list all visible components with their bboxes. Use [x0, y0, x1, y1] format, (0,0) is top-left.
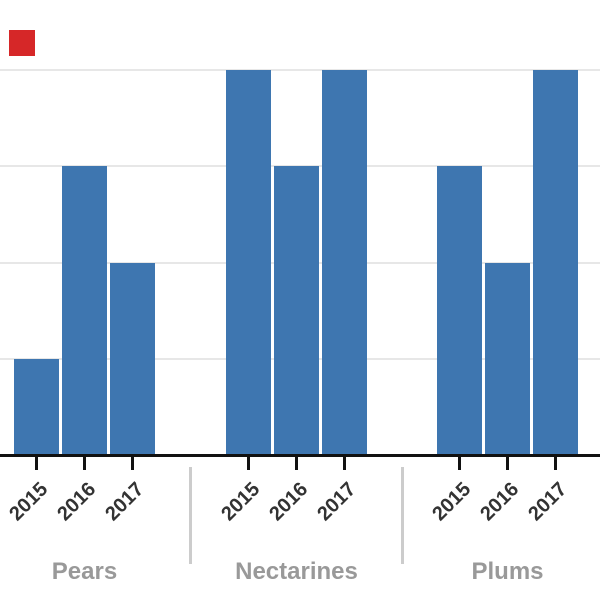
x-tick-label-pears-2015: 2015 [5, 478, 53, 526]
x-axis-tick [131, 454, 134, 470]
red-square-marker [9, 30, 35, 56]
y-gridline [0, 69, 600, 72]
bar-plums-2017 [533, 70, 578, 455]
x-axis-tick [506, 454, 509, 470]
x-axis-tick [35, 454, 38, 470]
facet-separator [189, 467, 192, 564]
x-tick-label-nectarines-2016: 2016 [265, 478, 313, 526]
x-tick-label-pears-2016: 2016 [53, 478, 101, 526]
group-label-pears: Pears [51, 558, 118, 585]
x-tick-label-plums-2016: 2016 [476, 478, 524, 526]
x-axis-tick [343, 454, 346, 470]
bar-nectarines-2016 [274, 166, 319, 455]
bar-pears-2016 [62, 166, 107, 455]
bar-pears-2017 [110, 263, 155, 455]
x-axis-line [0, 454, 600, 457]
x-axis-tick [458, 454, 461, 470]
x-axis-tick [83, 454, 86, 470]
x-tick-label-pears-2017: 2017 [101, 478, 149, 526]
bar-plums-2015 [437, 166, 482, 455]
group-label-nectarines: Nectarines [235, 558, 358, 585]
facet-separator [400, 467, 404, 564]
x-tick-label-nectarines-2017: 2017 [313, 478, 361, 526]
bar-pears-2015 [14, 359, 59, 455]
bar-nectarines-2017 [322, 70, 367, 455]
bar-nectarines-2015 [226, 70, 271, 455]
x-tick-label-plums-2015: 2015 [428, 478, 476, 526]
x-tick-label-plums-2017: 2017 [524, 478, 572, 526]
x-axis-tick [554, 454, 557, 470]
group-label-plums: Plums [471, 558, 544, 585]
x-tick-label-nectarines-2015: 2015 [217, 478, 265, 526]
bar-plums-2016 [485, 263, 530, 455]
x-axis-tick [247, 454, 250, 470]
x-axis-tick [295, 454, 298, 470]
